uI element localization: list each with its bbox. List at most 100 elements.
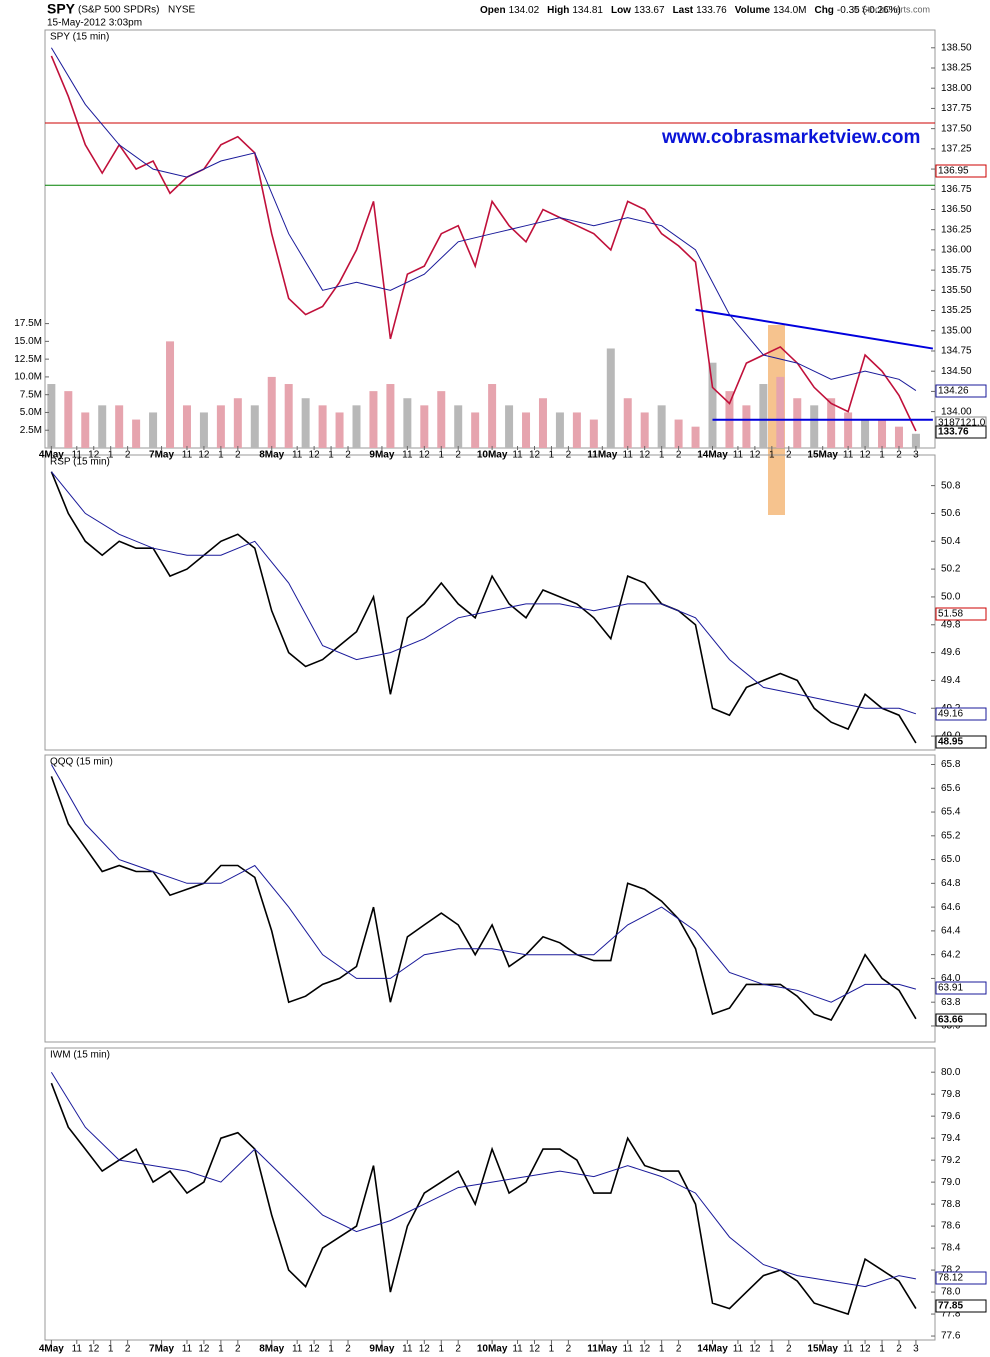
symbol: SPY xyxy=(47,1,76,17)
x-tick-label: 15May xyxy=(807,1344,838,1355)
callout-box xyxy=(935,981,987,995)
x-tick-label: 12 xyxy=(860,1344,872,1355)
volume-bar xyxy=(149,412,158,448)
callout-box xyxy=(935,425,987,439)
volume-bar xyxy=(386,384,395,448)
y-tick-label: 78.6 xyxy=(941,1221,961,1232)
y-tick-label: 50.0 xyxy=(941,592,961,603)
quote-value: 134.81 xyxy=(572,5,603,16)
y-tick-label: 79.8 xyxy=(941,1089,961,1100)
panel-title: RSP (15 min) xyxy=(50,457,110,468)
y-tick-label: 50.6 xyxy=(941,508,961,519)
volume-bar xyxy=(878,419,887,448)
y-tick-label: 78.8 xyxy=(941,1199,961,1210)
volume-bar xyxy=(47,384,56,448)
callout: 63.91 xyxy=(938,983,963,994)
y-tick-label: 65.2 xyxy=(941,830,961,841)
x-tick-label: 2 xyxy=(235,450,241,461)
x-tick-label: 1 xyxy=(659,450,665,461)
x-tick-label: 15May xyxy=(807,450,838,461)
x-tick-label: 10May xyxy=(477,450,508,461)
quote-value: -0.35 (-0.26%) xyxy=(837,5,901,16)
y-tick-label: 134.00 xyxy=(941,406,972,417)
x-tick-label: 8May xyxy=(259,1344,284,1355)
volume-bar xyxy=(810,405,819,448)
x-tick-label: 11May xyxy=(587,450,617,461)
volume-tick-label: 15.0M xyxy=(14,336,42,347)
x-tick-label: 2 xyxy=(566,1344,572,1355)
volume-bar xyxy=(437,391,446,448)
y-tick-label: 77.8 xyxy=(941,1309,961,1320)
callout-box xyxy=(935,164,987,178)
price-line xyxy=(50,471,917,744)
volume-bar xyxy=(776,376,785,448)
volume-bar xyxy=(403,398,412,448)
y-tick-label: 138.00 xyxy=(941,83,972,94)
volume-bar xyxy=(640,412,649,448)
y-tick-label: 65.8 xyxy=(941,759,961,770)
callout: 77.85 xyxy=(938,1301,963,1312)
y-tick-label: 77.6 xyxy=(941,1331,961,1342)
x-tick-label: 11 xyxy=(292,450,303,461)
quote-label: Volume xyxy=(735,5,771,16)
volume-bar xyxy=(132,419,141,448)
y-tick-label: 50.2 xyxy=(941,564,961,575)
volume-bar xyxy=(182,405,191,448)
panel-title: QQQ (15 min) xyxy=(50,757,113,768)
callout-box xyxy=(935,384,987,398)
x-tick-label: 12 xyxy=(639,1344,651,1355)
y-tick-label: 78.2 xyxy=(941,1265,961,1276)
volume-bar xyxy=(742,405,751,448)
y-tick-label: 63.8 xyxy=(941,997,961,1008)
y-tick-label: 80.0 xyxy=(941,1067,961,1078)
callout-box xyxy=(935,1299,987,1313)
volume-tick-label: 17.5M xyxy=(14,318,42,329)
volume-bar xyxy=(216,405,225,448)
x-tick-label: 2 xyxy=(786,450,792,461)
quote-label: Chg xyxy=(814,5,833,16)
volume-bar xyxy=(369,391,378,448)
y-tick-label: 78.0 xyxy=(941,1287,961,1298)
x-tick-label: 1 xyxy=(769,1344,775,1355)
x-tick-label: 11 xyxy=(72,450,83,461)
quote-label: Open xyxy=(480,5,506,16)
volume-bar xyxy=(318,405,327,448)
moving-average xyxy=(51,471,917,715)
x-tick-label: 11May xyxy=(587,1344,617,1355)
y-tick-label: 79.2 xyxy=(941,1155,961,1166)
x-tick-label: 11 xyxy=(402,450,413,461)
y-tick-label: 138.50 xyxy=(941,42,972,53)
panel-frame xyxy=(44,454,936,751)
callout-box xyxy=(935,607,987,621)
x-tick-label: 3 xyxy=(913,1344,919,1355)
y-tick-label: 50.4 xyxy=(941,536,961,547)
price-line xyxy=(50,776,917,1021)
volume-bar xyxy=(301,398,310,448)
y-tick-label: 65.4 xyxy=(941,807,961,818)
x-tick-label: 12 xyxy=(88,450,100,461)
y-tick-label: 79.0 xyxy=(941,1177,961,1188)
volume-bar xyxy=(691,426,700,448)
x-tick-label: 2 xyxy=(676,1344,682,1355)
x-tick-label: 9May xyxy=(369,1344,394,1355)
y-tick-label: 64.6 xyxy=(941,902,961,913)
x-tick-label: 1 xyxy=(549,1344,555,1355)
quote-value: 133.67 xyxy=(634,5,665,16)
x-tick-label: 12 xyxy=(529,1344,541,1355)
x-tick-label: 2 xyxy=(896,1344,902,1355)
x-tick-label: 11 xyxy=(182,1344,193,1355)
callout-box xyxy=(935,735,987,749)
x-tick-label: 12 xyxy=(749,450,761,461)
panel-frame xyxy=(44,754,936,1043)
x-tick-label: 12 xyxy=(198,1344,210,1355)
volume-bar xyxy=(589,419,598,448)
volume-bar xyxy=(488,384,497,448)
volume-bar xyxy=(623,398,632,448)
y-tick-label: 79.6 xyxy=(941,1111,961,1122)
quote-value: 133.76 xyxy=(696,5,727,16)
x-tick-label: 2 xyxy=(345,450,351,461)
x-tick-label: 3 xyxy=(913,450,919,461)
x-tick-label: 12 xyxy=(309,450,321,461)
volume-bar xyxy=(115,405,124,448)
